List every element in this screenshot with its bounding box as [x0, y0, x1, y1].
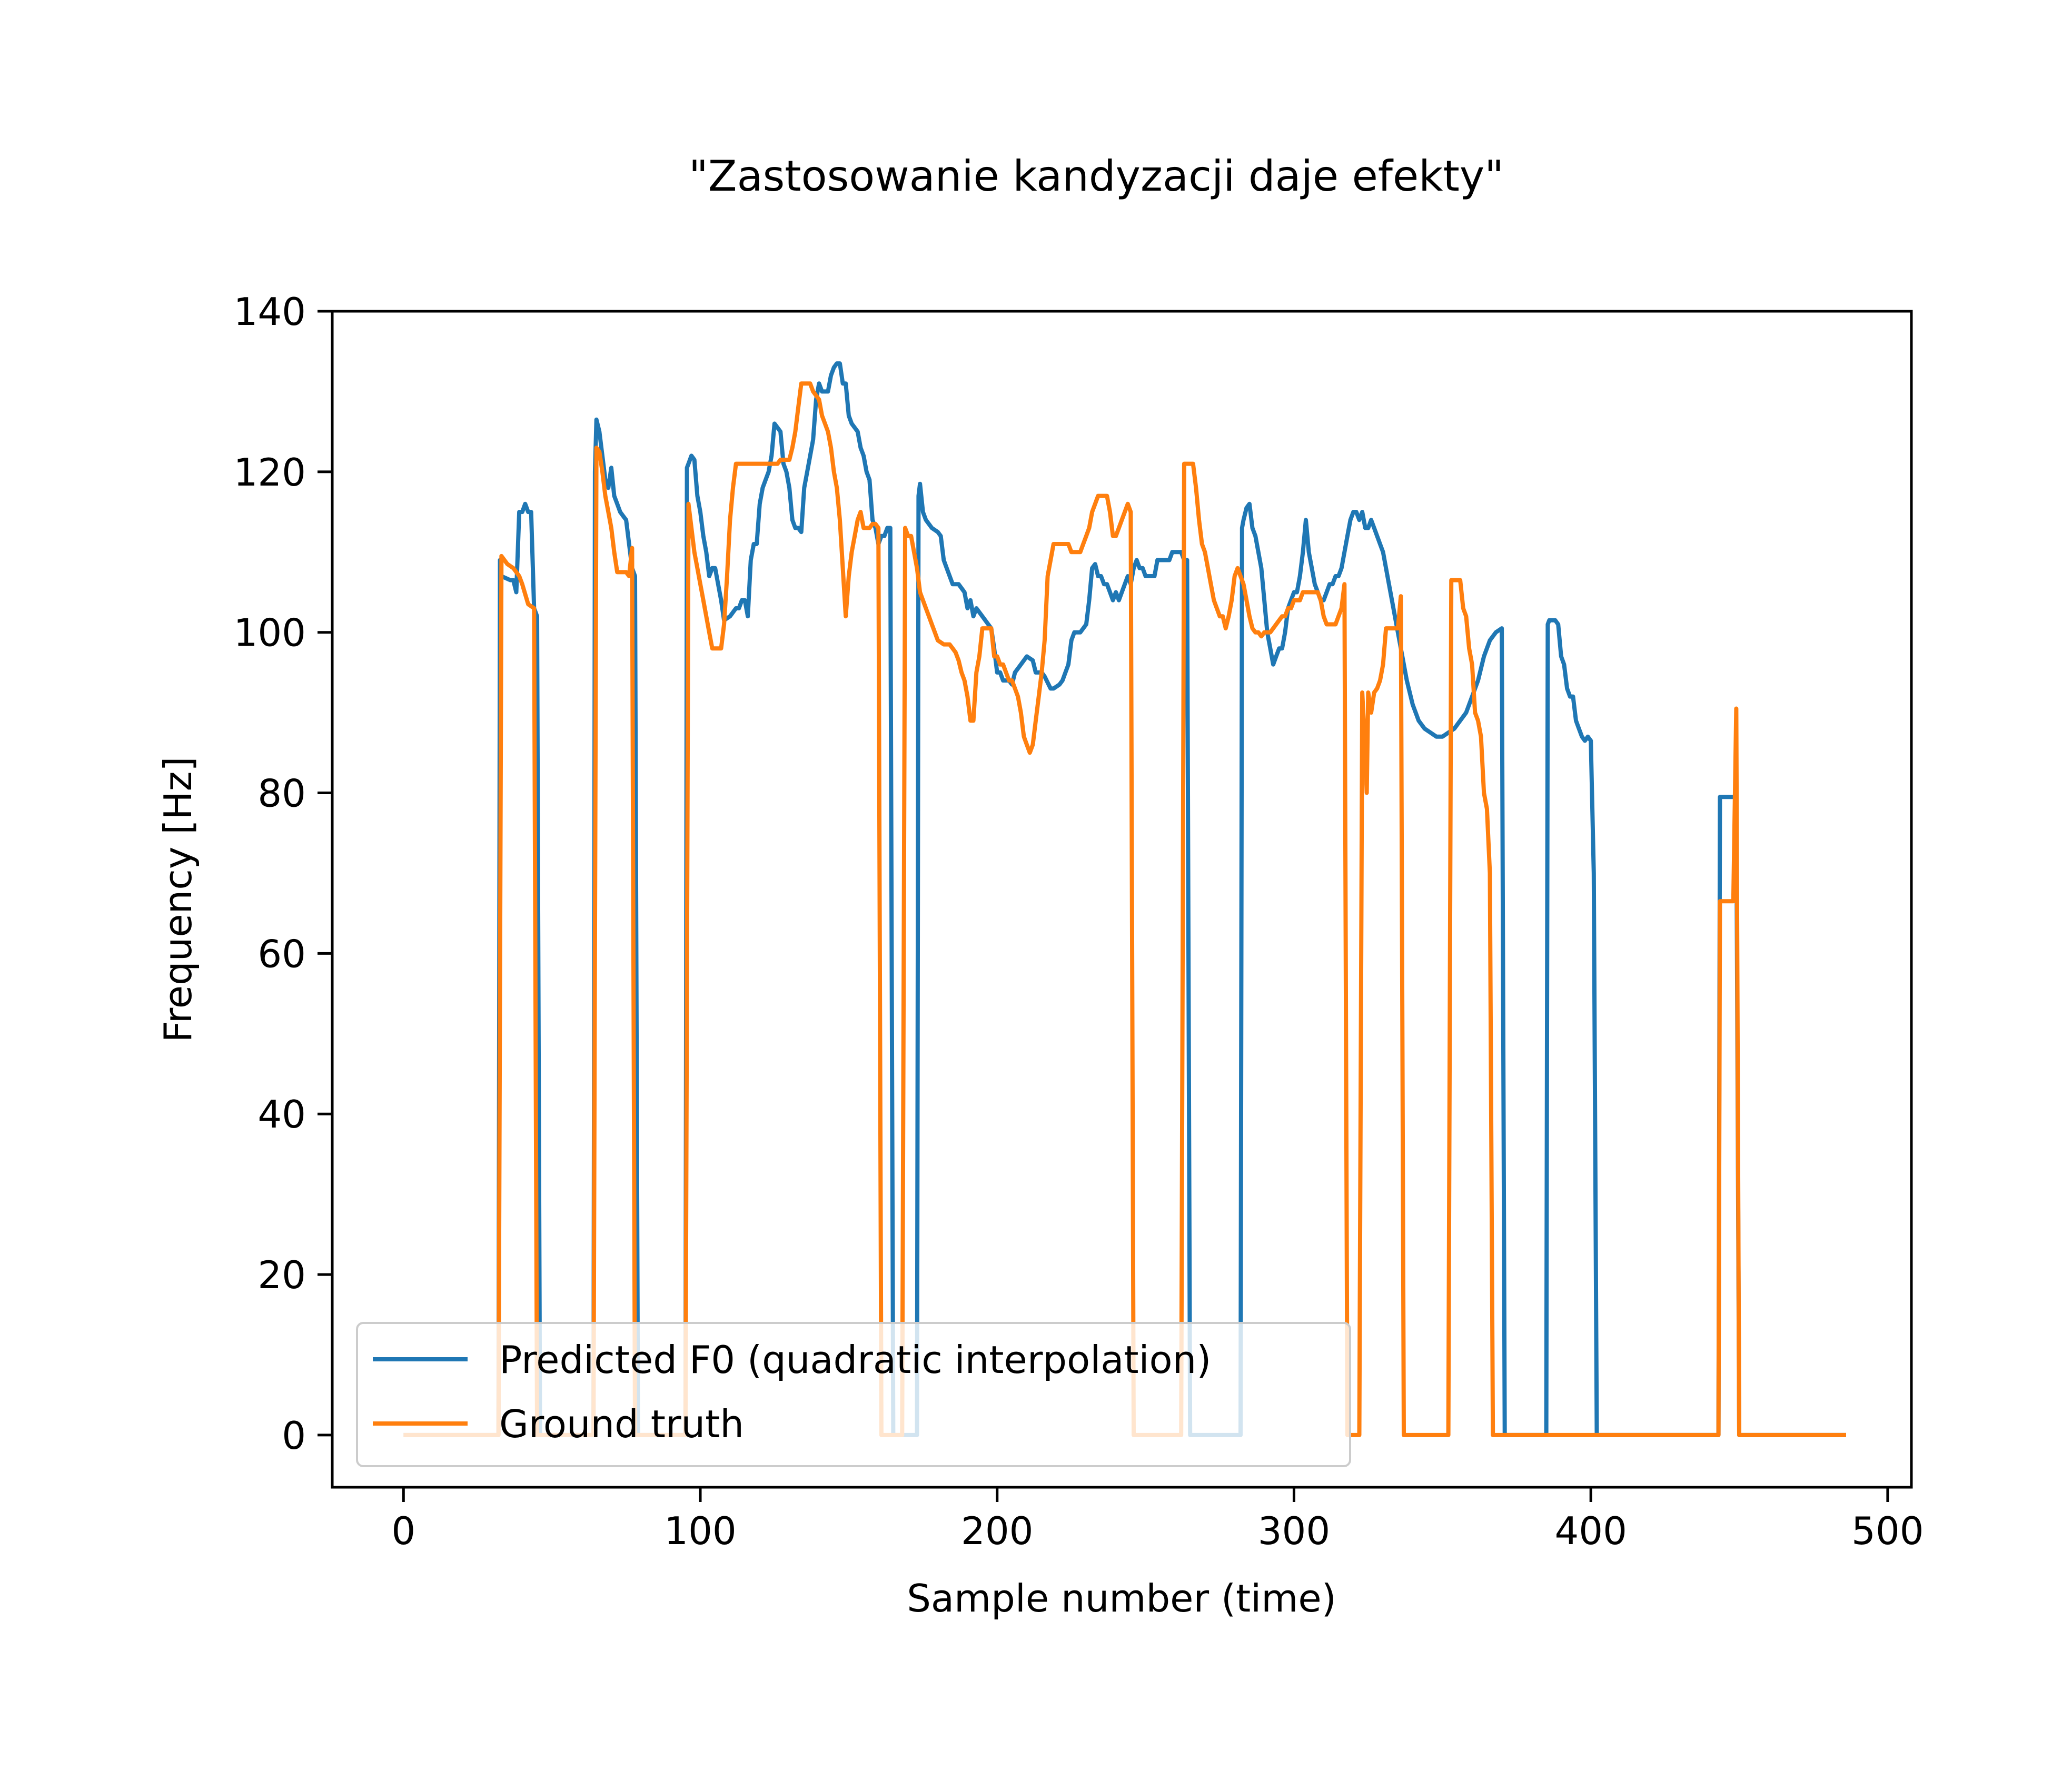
- x-tick-label: 200: [961, 1509, 1033, 1553]
- series-layer: [403, 361, 1846, 1437]
- x-axis-label: Sample number (time): [907, 1576, 1336, 1620]
- y-tick-label: 100: [234, 611, 306, 655]
- plot-frame: [331, 310, 1913, 1489]
- y-tick-label: 120: [234, 450, 306, 495]
- legend-box: [356, 1322, 1351, 1467]
- x-tick-label: 500: [1851, 1509, 1924, 1553]
- series-ground-truth: [403, 381, 1846, 1437]
- x-tick-label: 0: [391, 1509, 415, 1553]
- x-tick-label: 100: [664, 1509, 736, 1553]
- y-tick-label: 140: [234, 290, 306, 334]
- x-axis: 0 100 200 300 400 500: [391, 1487, 1924, 1553]
- x-tick-label: 300: [1258, 1509, 1330, 1553]
- y-tick-label: 80: [257, 772, 306, 816]
- chart-title: "Zastosowanie kandyzacji daje efekty": [689, 152, 1504, 201]
- series-predicted-f0: [403, 361, 1846, 1437]
- y-axis-label: Frequency [Hz]: [156, 757, 200, 1043]
- y-tick-label: 0: [282, 1414, 306, 1458]
- x-tick-label: 400: [1554, 1509, 1627, 1553]
- legend-label-ground-truth: Ground truth: [499, 1402, 744, 1446]
- legend-label-predicted: Predicted F0 (quadratic interpolation): [499, 1338, 1211, 1382]
- y-tick-label: 20: [257, 1253, 306, 1297]
- y-tick-label: 40: [257, 1092, 306, 1136]
- y-axis: 0 20 40 60 80 100 120 140: [234, 290, 332, 1458]
- legend: Predicted F0 (quadratic interpolation) G…: [356, 1322, 1351, 1467]
- y-tick-label: 60: [257, 932, 306, 976]
